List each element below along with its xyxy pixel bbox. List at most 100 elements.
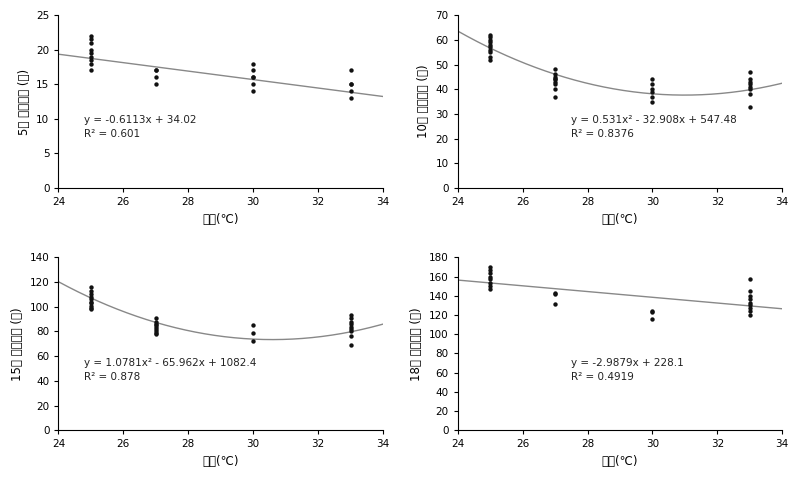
Point (743, 287, 756, 295)
Point (344, 328, 357, 335)
Point (85, 283, 98, 291)
Point (246, 74, 259, 81)
Point (344, 67, 357, 74)
Point (484, 46, 497, 54)
Point (484, 53, 497, 61)
Point (85, 39, 98, 46)
Point (344, 80, 357, 88)
Point (743, 91, 756, 98)
Point (246, 67, 259, 74)
Point (484, 275, 497, 283)
Point (484, 266, 497, 274)
Point (344, 87, 357, 95)
Point (150, 323, 162, 331)
Point (246, 87, 259, 95)
Point (549, 76, 562, 83)
Point (150, 329, 162, 337)
Y-axis label: 10령 발육기간 (일): 10령 발육기간 (일) (417, 65, 430, 138)
Point (85, 299, 98, 307)
Point (150, 321, 162, 329)
Point (246, 321, 259, 329)
Point (484, 283, 497, 290)
Point (85, 35, 98, 43)
Point (150, 328, 162, 335)
Point (484, 269, 497, 276)
Point (646, 98, 659, 105)
Point (743, 308, 756, 315)
Point (150, 330, 162, 338)
Point (150, 80, 162, 88)
Point (150, 325, 162, 333)
Point (743, 295, 756, 303)
Point (549, 85, 562, 93)
Point (743, 311, 756, 319)
Point (344, 314, 357, 322)
Point (150, 318, 162, 325)
Point (743, 80, 756, 88)
Point (646, 308, 659, 316)
Point (85, 287, 98, 295)
Point (344, 312, 357, 319)
Point (484, 31, 497, 39)
Point (85, 46, 98, 54)
Text: y = 0.531x² - 32.908x + 547.48
R² = 0.8376: y = 0.531x² - 32.908x + 547.48 R² = 0.83… (571, 115, 737, 139)
Point (646, 93, 659, 101)
Point (150, 74, 162, 81)
Point (85, 298, 98, 306)
Point (85, 304, 98, 312)
Point (85, 56, 98, 64)
Point (85, 53, 98, 60)
Point (549, 66, 562, 73)
Point (85, 293, 98, 301)
Y-axis label: 5령 발육기간 (일): 5령 발육기간 (일) (18, 68, 30, 135)
Point (85, 60, 98, 68)
Point (743, 275, 756, 283)
Point (344, 325, 357, 333)
Point (150, 320, 162, 328)
Point (85, 291, 98, 298)
Point (484, 38, 497, 46)
Point (150, 314, 162, 322)
Text: y = -0.6113x + 34.02
R² = 0.601: y = -0.6113x + 34.02 R² = 0.601 (85, 115, 197, 139)
X-axis label: 온도(℃): 온도(℃) (602, 455, 638, 468)
Point (646, 76, 659, 83)
Point (549, 301, 562, 308)
Point (85, 49, 98, 57)
Point (246, 338, 259, 345)
Point (549, 93, 562, 101)
Point (246, 329, 259, 337)
Point (484, 285, 497, 293)
Point (150, 67, 162, 74)
Point (246, 80, 259, 88)
Point (344, 318, 357, 325)
Point (344, 320, 357, 328)
Point (344, 80, 357, 88)
Point (743, 85, 756, 93)
Point (743, 103, 756, 110)
Point (549, 290, 562, 298)
Point (646, 80, 659, 88)
Point (344, 323, 357, 331)
Point (549, 73, 562, 80)
Point (743, 305, 756, 312)
Point (484, 36, 497, 44)
X-axis label: 온도(℃): 온도(℃) (202, 213, 239, 226)
Point (484, 34, 497, 41)
Point (344, 94, 357, 102)
Point (246, 60, 259, 68)
X-axis label: 온도(℃): 온도(℃) (602, 213, 638, 226)
Point (85, 306, 98, 313)
Text: y = -2.9879x + 228.1
R² = 0.4919: y = -2.9879x + 228.1 R² = 0.4919 (571, 358, 684, 382)
Point (549, 70, 562, 78)
Point (150, 67, 162, 74)
Point (646, 308, 659, 315)
X-axis label: 온도(℃): 온도(℃) (202, 455, 239, 468)
Y-axis label: 15령 발육기간 (일): 15령 발육기간 (일) (11, 307, 24, 381)
Y-axis label: 18령 발육기간 (일): 18령 발육기간 (일) (410, 307, 423, 381)
Point (646, 315, 659, 323)
Point (743, 78, 756, 86)
Point (484, 273, 497, 280)
Point (549, 76, 562, 83)
Point (85, 296, 98, 303)
Point (484, 44, 497, 51)
